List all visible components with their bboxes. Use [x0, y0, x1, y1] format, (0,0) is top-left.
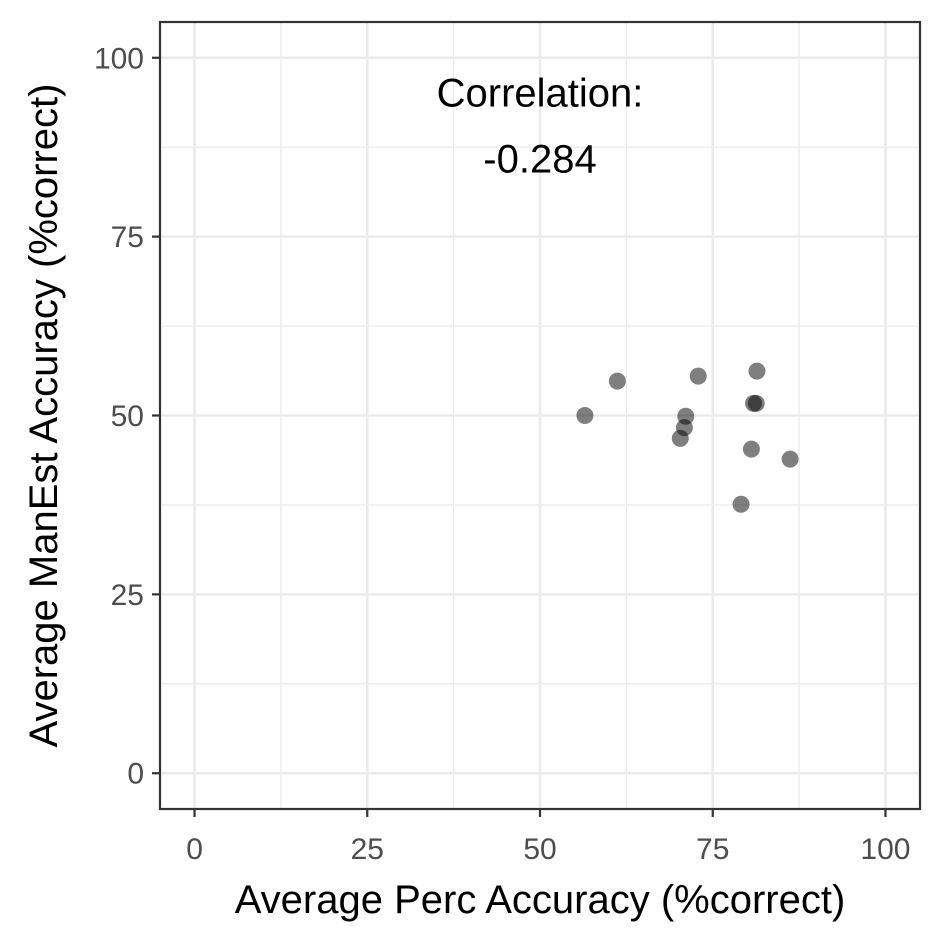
- y-tick-label: 100: [94, 42, 144, 75]
- x-tick-label: 75: [696, 833, 729, 866]
- data-point: [748, 362, 766, 380]
- points-layer: [576, 362, 799, 513]
- correlation-label: Correlation:: [437, 72, 644, 116]
- data-point: [677, 407, 695, 425]
- data-point: [608, 372, 626, 390]
- grid-layer: [160, 22, 920, 809]
- y-tick-label: 0: [127, 758, 144, 791]
- x-axis-title: Average Perc Accuracy (%correct): [235, 878, 846, 922]
- data-point: [689, 367, 707, 385]
- x-tick-label: 100: [860, 833, 910, 866]
- data-point: [732, 495, 750, 513]
- x-tick-label: 0: [186, 833, 203, 866]
- correlation-value: -0.284: [483, 138, 596, 182]
- data-point: [576, 407, 594, 424]
- ticks-layer: 0 25 50 75 100 0 25 50 75 100: [94, 42, 911, 866]
- y-tick-label: 25: [111, 579, 144, 612]
- x-tick-label: 25: [351, 833, 384, 866]
- x-tick-label: 50: [523, 833, 556, 866]
- y-tick-label: 50: [111, 400, 144, 433]
- data-point: [742, 440, 760, 458]
- y-tick-label: 75: [111, 221, 144, 254]
- data-point: [747, 394, 765, 412]
- data-point: [781, 450, 799, 468]
- y-axis-title: Average ManEst Accuracy (%correct): [22, 84, 66, 748]
